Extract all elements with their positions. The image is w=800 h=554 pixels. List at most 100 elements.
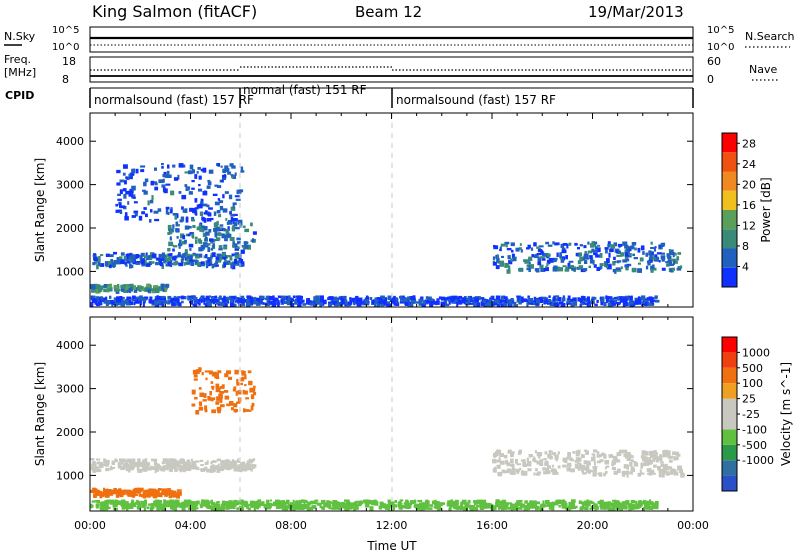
echo-cell bbox=[637, 268, 642, 273]
echo-cell bbox=[107, 459, 110, 465]
echo-cell bbox=[98, 262, 102, 267]
echo-cell bbox=[306, 506, 310, 511]
echo-cell bbox=[442, 302, 446, 305]
echo-cell bbox=[108, 500, 112, 504]
echo-cell bbox=[247, 468, 250, 471]
echo-cell bbox=[540, 256, 545, 259]
echo-cell bbox=[509, 471, 514, 475]
echo-cell bbox=[229, 502, 232, 506]
echo-cell bbox=[574, 242, 578, 246]
echo-cell bbox=[154, 499, 160, 502]
echo-cell bbox=[545, 241, 550, 245]
echo-cell bbox=[666, 452, 671, 456]
echo-cell bbox=[569, 506, 572, 510]
echo-cell bbox=[216, 237, 221, 241]
echo-cell bbox=[109, 283, 113, 287]
echo-cell bbox=[630, 468, 635, 472]
echo-cell bbox=[606, 258, 610, 263]
echo-cell bbox=[625, 248, 629, 252]
echo-cell bbox=[512, 467, 516, 472]
echo-cell bbox=[637, 472, 641, 477]
echo-cell bbox=[208, 229, 212, 233]
echo-cell bbox=[275, 499, 280, 503]
echo-cell bbox=[317, 503, 322, 506]
echo-cell bbox=[181, 505, 186, 511]
echo-cell bbox=[167, 224, 172, 230]
echo-cell bbox=[593, 252, 598, 256]
echo-cell bbox=[539, 264, 544, 269]
echo-cell bbox=[555, 459, 558, 462]
echo-cell bbox=[124, 212, 128, 217]
echo-cell bbox=[637, 300, 642, 304]
echo-cell bbox=[566, 456, 569, 460]
echo-cell bbox=[210, 262, 213, 266]
echo-cell bbox=[322, 299, 327, 305]
echo-cell bbox=[167, 247, 171, 252]
echo-cell bbox=[200, 198, 204, 204]
echo-cell bbox=[153, 299, 156, 302]
echo-cell bbox=[520, 503, 526, 508]
echo-cell bbox=[219, 391, 223, 394]
echo-cell bbox=[528, 256, 533, 261]
echo-cell bbox=[241, 301, 246, 307]
echo-cell bbox=[161, 166, 164, 169]
echo-cell bbox=[215, 376, 220, 380]
echo-cell bbox=[110, 465, 113, 471]
echo-cell bbox=[605, 465, 610, 468]
echo-cell bbox=[552, 298, 556, 304]
echo-cell bbox=[126, 506, 129, 511]
echo-cell bbox=[310, 506, 314, 511]
echo-cell bbox=[154, 300, 158, 306]
echo-cell bbox=[131, 185, 136, 191]
echo-cell bbox=[178, 245, 181, 249]
echo-cell bbox=[538, 245, 544, 248]
echo-cell bbox=[546, 470, 551, 475]
echo-cell bbox=[609, 296, 613, 299]
echo-cell bbox=[552, 297, 556, 301]
echo-cell bbox=[204, 408, 208, 413]
echo-cell bbox=[627, 455, 631, 459]
echo-cell bbox=[621, 470, 626, 473]
echo-cell bbox=[225, 504, 231, 510]
echo-cell bbox=[385, 301, 390, 306]
echo-cell bbox=[584, 257, 590, 260]
echo-cell bbox=[138, 215, 143, 221]
echo-cell bbox=[242, 225, 246, 228]
echo-cell bbox=[341, 505, 344, 508]
echo-cell bbox=[143, 467, 148, 472]
echo-cell bbox=[122, 300, 127, 304]
echo-cell bbox=[616, 260, 622, 263]
echo-cell bbox=[122, 284, 126, 289]
echo-cell bbox=[268, 296, 273, 300]
echo-cell bbox=[456, 301, 459, 307]
echo-cell bbox=[203, 218, 207, 223]
echo-cell bbox=[237, 219, 243, 225]
echo-cell bbox=[655, 453, 658, 457]
echo-cell bbox=[393, 295, 396, 300]
echo-cell bbox=[627, 250, 630, 255]
echo-cell bbox=[389, 502, 394, 507]
echo-cell bbox=[240, 377, 245, 382]
echo-cell bbox=[209, 468, 214, 473]
echo-cell bbox=[578, 466, 581, 471]
echo-cell bbox=[168, 253, 173, 256]
echo-cell bbox=[568, 242, 572, 246]
echo-cell bbox=[604, 501, 608, 506]
echo-cell bbox=[212, 193, 218, 196]
echo-cell bbox=[192, 209, 197, 214]
echo-cell bbox=[162, 465, 167, 470]
echo-cell bbox=[562, 265, 567, 268]
echo-cell bbox=[326, 503, 331, 508]
echo-cell bbox=[188, 170, 193, 175]
echo-cell bbox=[631, 242, 637, 246]
echo-cell bbox=[568, 457, 573, 461]
echo-cell bbox=[254, 297, 259, 303]
echo-cell bbox=[667, 259, 672, 263]
colorbar-tick-label: 4 bbox=[742, 260, 749, 273]
echo-cell bbox=[613, 296, 618, 300]
echo-cell bbox=[234, 252, 240, 256]
echo-cell bbox=[546, 299, 552, 304]
echo-cell bbox=[524, 259, 529, 264]
echo-cell bbox=[145, 252, 148, 257]
echo-cell bbox=[330, 297, 336, 303]
